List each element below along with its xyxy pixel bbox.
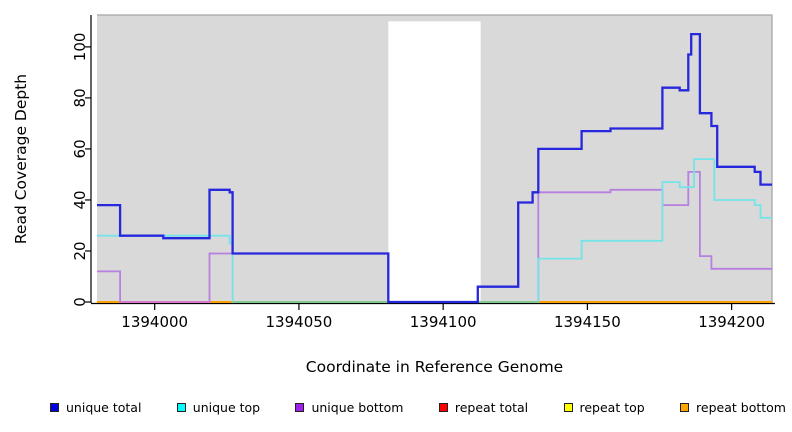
x-tick-label: 1394150 xyxy=(554,313,621,331)
legend-swatch-icon xyxy=(563,403,573,412)
x-tick-label: 1394200 xyxy=(698,313,765,331)
legend-label: repeat total xyxy=(454,400,529,415)
y-tick-label: 40 xyxy=(71,190,89,209)
legend-item-repeat-total: repeat total xyxy=(438,400,529,415)
legend-swatch-icon xyxy=(680,403,690,412)
panel-border xyxy=(97,14,773,303)
x-axis-title: Coordinate in Reference Genome xyxy=(305,358,564,376)
legend-swatch-icon xyxy=(176,403,186,412)
coverage-chart-plot: 0 20 40 60 80 100 1394000 1394050 1394100 1394150… xyxy=(71,14,775,331)
y-tick-label: 100 xyxy=(71,33,89,62)
x-tick-label: 1394100 xyxy=(410,313,477,331)
y-axis-title: Read Coverage Depth xyxy=(12,73,30,245)
legend-item-unique-total: unique total xyxy=(50,400,141,415)
legend-label: repeat bottom xyxy=(696,400,786,415)
legend-label: repeat top xyxy=(579,400,645,415)
x-tick-label: 1394000 xyxy=(121,313,188,331)
legend-swatch-icon xyxy=(295,403,305,412)
x-tick-label: 1394050 xyxy=(266,313,333,331)
masked-region xyxy=(388,21,481,303)
series-unique-bottom-line xyxy=(97,171,772,303)
legend-item-repeat-bottom: repeat bottom xyxy=(680,400,786,415)
legend-label: unique top xyxy=(192,400,261,415)
legend-swatch-icon xyxy=(438,403,448,412)
y-tick-label: 60 xyxy=(71,139,89,158)
y-tick-label: 0 xyxy=(71,297,89,307)
legend-label: unique bottom xyxy=(311,400,404,415)
legend-item-repeat-top: repeat top xyxy=(563,400,645,415)
y-tick-label: 20 xyxy=(71,241,89,260)
legend-item-unique-top: unique top xyxy=(176,400,261,415)
legend-swatch-icon xyxy=(50,403,59,412)
legend-item-unique-bottom: unique bottom xyxy=(295,400,404,415)
series-unique-total-line xyxy=(97,32,772,304)
legend-label: unique total xyxy=(66,400,142,415)
chart-legend: unique total unique top unique bottom repea… xyxy=(50,400,786,415)
y-tick-label: 80 xyxy=(71,88,89,107)
series-unique-top-line xyxy=(97,158,772,303)
